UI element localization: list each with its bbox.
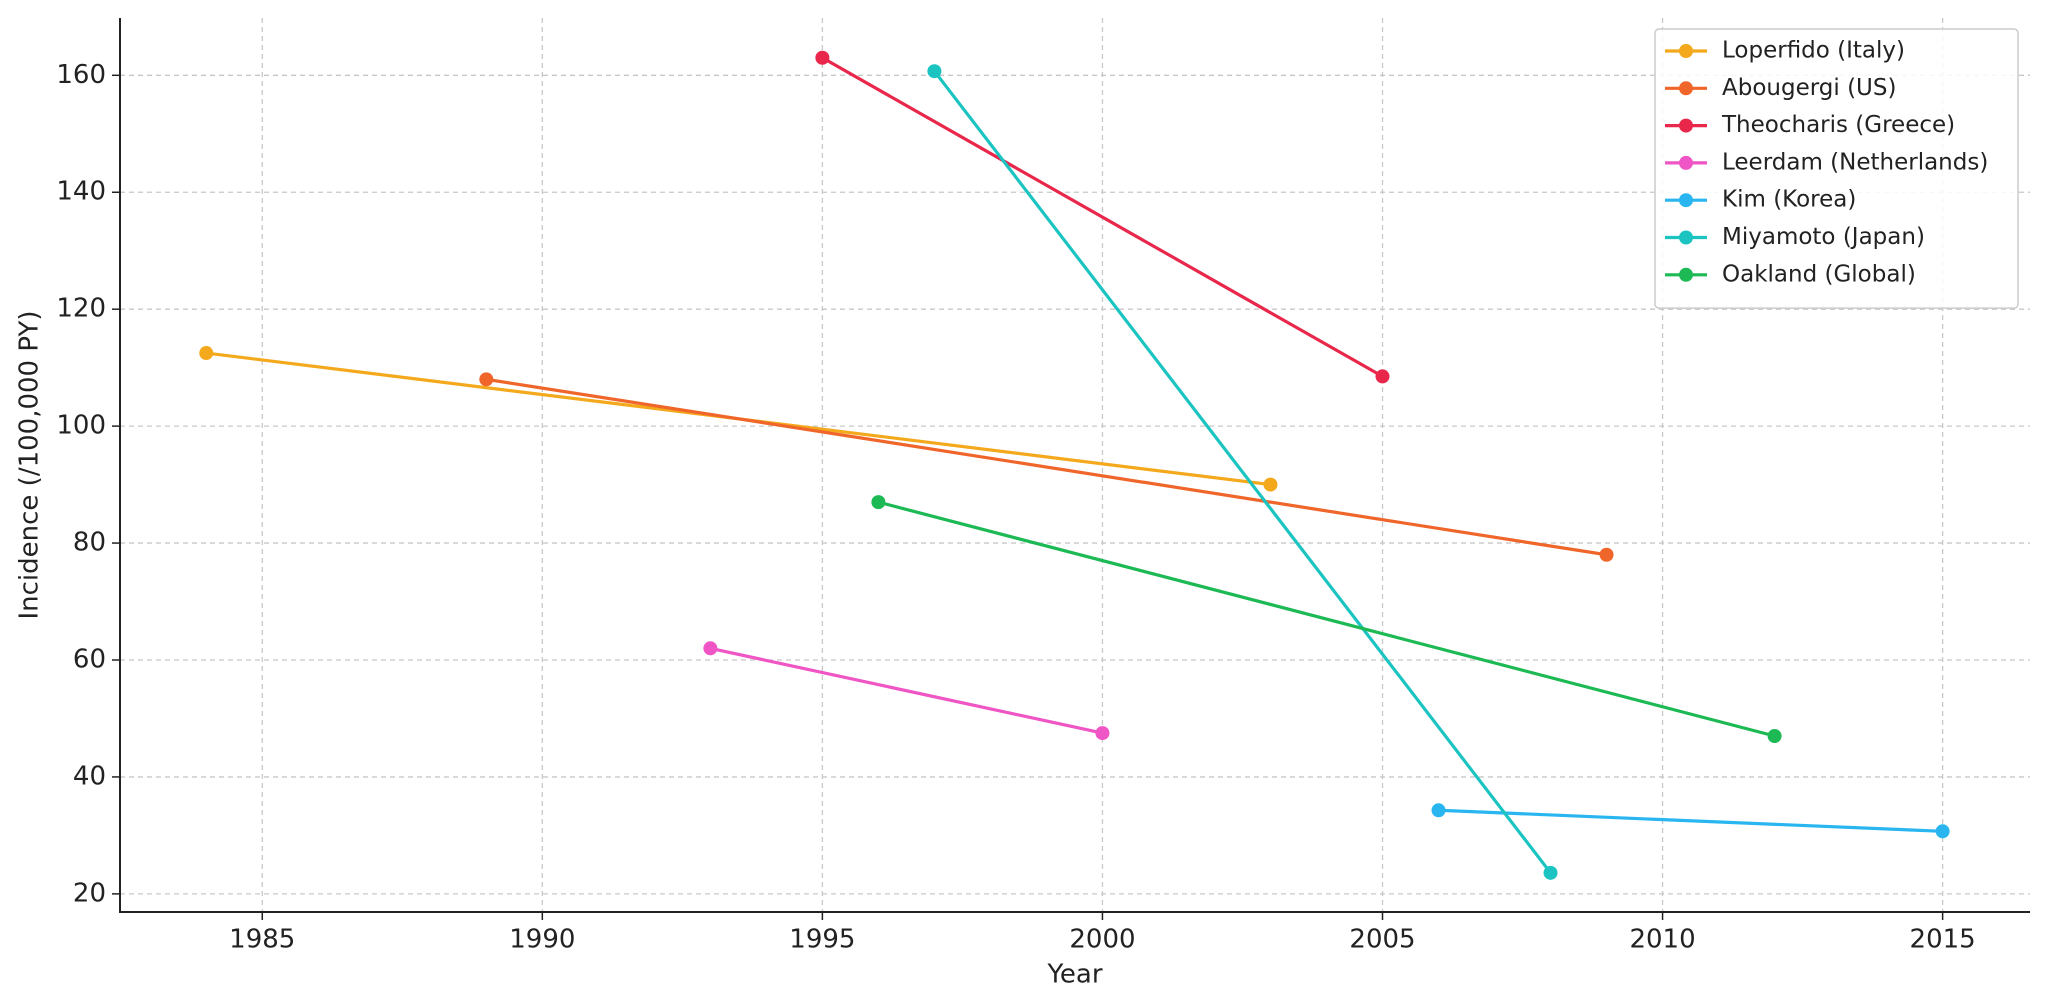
y-tick-label: 20 xyxy=(73,878,106,908)
legend-marker xyxy=(1679,193,1693,208)
series-line xyxy=(486,377,1607,557)
axes xyxy=(119,18,2030,913)
legend-marker xyxy=(1679,81,1693,96)
series-line xyxy=(710,646,1103,735)
point xyxy=(1543,865,1558,880)
legend-marker xyxy=(1679,118,1693,133)
point xyxy=(199,346,214,361)
point xyxy=(927,64,942,79)
y-tick-label: 60 xyxy=(73,644,106,674)
y-tick-label: 160 xyxy=(56,60,106,90)
series-line xyxy=(933,70,1552,874)
point xyxy=(1767,729,1782,744)
legend-marker xyxy=(1679,230,1693,245)
x-tick-label: 2005 xyxy=(1349,925,1415,955)
series-line xyxy=(877,500,1775,738)
series-line xyxy=(821,56,1384,378)
point xyxy=(703,641,718,656)
x-tick-label: 2015 xyxy=(1910,925,1976,955)
legend: Loperfido (Italy) Abougergi (US) Theochari… xyxy=(1654,28,2019,309)
point xyxy=(1431,803,1446,818)
point xyxy=(1599,547,1614,562)
point xyxy=(479,372,494,387)
point xyxy=(871,495,886,510)
x-tick-label: 2010 xyxy=(1629,925,1695,955)
legend-marker xyxy=(1679,155,1693,170)
y-tick-label: 100 xyxy=(56,411,106,441)
point xyxy=(815,50,830,65)
legend-label: Abougergi (US) xyxy=(1722,75,1896,101)
legend-label: Oakland (Global) xyxy=(1722,261,1916,287)
x-tick-label: 1995 xyxy=(789,925,855,955)
y-axis-label: Incidence (/100,000 PY) xyxy=(15,310,45,619)
legend-label: Kim (Korea) xyxy=(1722,187,1856,213)
point xyxy=(1375,369,1390,384)
point xyxy=(1263,477,1278,492)
x-tick-label: 1985 xyxy=(229,925,295,955)
legend-box xyxy=(1654,28,2019,309)
legend-label: Leerdam (Netherlands) xyxy=(1722,149,1988,175)
point xyxy=(1095,726,1110,741)
y-tick-label: 40 xyxy=(73,761,106,791)
y-tick-label: 80 xyxy=(73,528,106,558)
point xyxy=(1935,824,1950,839)
y-tick-label: 140 xyxy=(56,177,106,207)
legend-label: Miyamoto (Japan) xyxy=(1722,224,1925,250)
x-axis-label: Year xyxy=(1046,960,1102,990)
legend-label: Theocharis (Greece) xyxy=(1721,112,1955,138)
legend-marker xyxy=(1679,44,1693,58)
y-tick-label: 120 xyxy=(56,294,106,324)
legend-label: Loperfido (Italy) xyxy=(1722,38,1905,64)
x-tick-label: 1990 xyxy=(509,925,575,955)
legend-marker xyxy=(1679,267,1693,282)
x-tick-label: 2000 xyxy=(1069,925,1135,955)
series-line xyxy=(1438,808,1943,833)
